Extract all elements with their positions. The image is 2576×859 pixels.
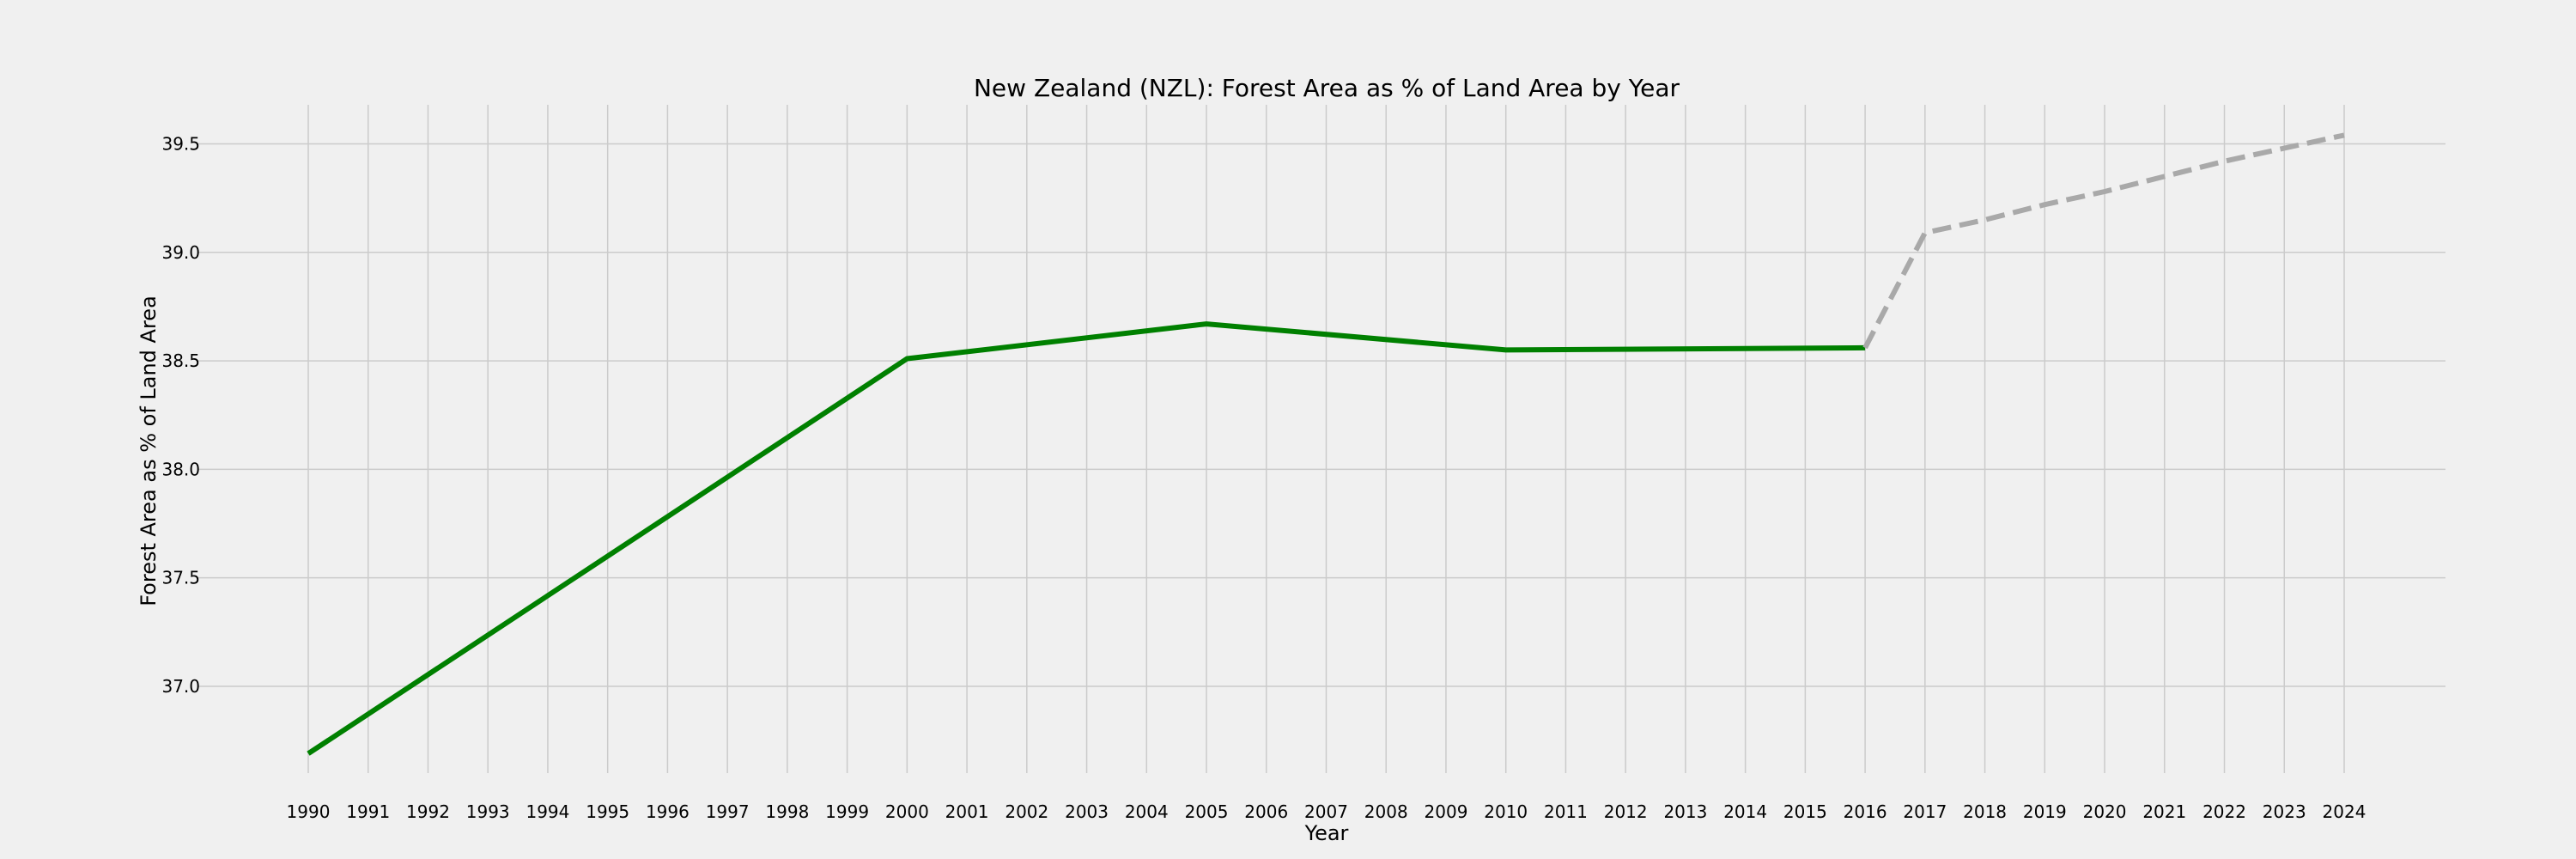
- x-tick-label: 2024: [2323, 801, 2366, 822]
- x-tick-label: 2016: [1844, 801, 1887, 822]
- x-tick-label: 2015: [1783, 801, 1827, 822]
- x-tick-label: 2007: [1304, 801, 1348, 822]
- x-tick-label: 2006: [1244, 801, 1288, 822]
- x-tick-label: 2023: [2263, 801, 2306, 822]
- x-tick-label: 1995: [586, 801, 629, 822]
- x-tick-label: 1992: [406, 801, 450, 822]
- y-axis-tick-labels: 37.0 37.5 38.0 38.5 39.0 39.5: [161, 133, 200, 696]
- x-tick-label: 1999: [825, 801, 869, 822]
- x-tick-label: 2011: [1544, 801, 1588, 822]
- chart-title: New Zealand (NZL): Forest Area as % of L…: [974, 74, 1680, 102]
- x-tick-label: 2012: [1604, 801, 1648, 822]
- x-axis-tick-labels: 1990 1991 1992 1993 1994 1995 1996 1997 1998 1999…: [287, 801, 2366, 822]
- x-tick-label: 2018: [1963, 801, 2007, 822]
- x-tick-label: 1998: [765, 801, 809, 822]
- x-tick-label: 2014: [1723, 801, 1767, 822]
- x-tick-label: 2022: [2202, 801, 2246, 822]
- x-tick-label: 2017: [1903, 801, 1947, 822]
- x-tick-label: 1991: [346, 801, 390, 822]
- x-tick-label: 2019: [2023, 801, 2067, 822]
- series-layer: [307, 132, 2345, 756]
- x-tick-label: 1997: [706, 801, 750, 822]
- x-tick-label: 2004: [1125, 801, 1169, 822]
- projected-series-line: [1862, 132, 2345, 350]
- y-tick-label: 37.5: [161, 568, 200, 588]
- horizontal-gridlines: [197, 143, 2445, 687]
- x-axis-label: Year: [1304, 821, 1349, 845]
- x-tick-label: 2020: [2083, 801, 2127, 822]
- x-tick-label: 2000: [885, 801, 929, 822]
- y-tick-label: 38.0: [161, 459, 200, 479]
- x-tick-label: 2008: [1364, 801, 1408, 822]
- x-tick-label: 2003: [1065, 801, 1109, 822]
- x-tick-label: 2005: [1185, 801, 1229, 822]
- y-tick-label: 39.0: [161, 242, 200, 263]
- x-tick-label: 1990: [287, 801, 331, 822]
- x-tick-label: 2013: [1663, 801, 1707, 822]
- y-tick-label: 37.0: [161, 676, 200, 697]
- x-tick-label: 2009: [1425, 801, 1468, 822]
- x-tick-label: 1996: [646, 801, 690, 822]
- vertical-gridlines: [307, 105, 2345, 773]
- y-tick-label: 39.5: [161, 133, 200, 154]
- x-tick-label: 2002: [1005, 801, 1048, 822]
- x-tick-label: 2001: [945, 801, 989, 822]
- historical-series-line: [307, 321, 1866, 756]
- x-tick-label: 2010: [1484, 801, 1528, 822]
- y-tick-label: 38.5: [161, 350, 200, 371]
- x-tick-label: 2021: [2142, 801, 2186, 822]
- y-axis-label: Forest Area as % of Land Area: [137, 295, 161, 606]
- x-tick-label: 1993: [466, 801, 510, 822]
- x-tick-label: 1994: [526, 801, 569, 822]
